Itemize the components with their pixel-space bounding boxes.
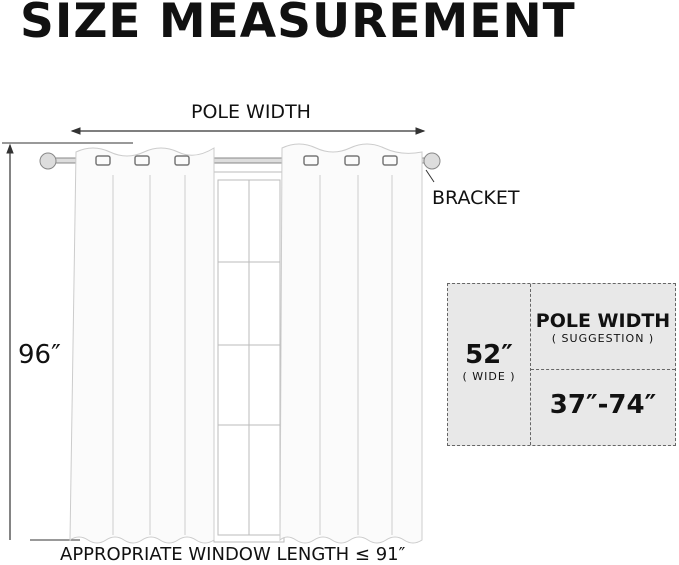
pole-width-arrow xyxy=(70,127,426,135)
pole-range: 37″-74″ xyxy=(549,390,657,420)
pole-cell: POLE WIDTH ( SUGGESTION ) xyxy=(531,284,675,370)
window-length-label: APPROPRIATE WINDOW LENGTH ≤ 91″ xyxy=(60,544,406,565)
bracket-pointer xyxy=(425,169,435,183)
window xyxy=(213,171,285,543)
curtain-panel-left xyxy=(69,147,215,544)
pole-title: POLE WIDTH xyxy=(535,310,671,332)
curtain-panel-right xyxy=(279,143,423,544)
grommets xyxy=(95,155,398,166)
curtain-rod xyxy=(39,152,441,170)
pole-note: ( SUGGESTION ) xyxy=(551,332,655,345)
page-title: SIZE MEASUREMENT xyxy=(20,0,576,49)
width-note: ( WIDE ) xyxy=(462,370,516,383)
height-label: 96″ xyxy=(18,340,61,370)
pole-width-label: POLE WIDTH xyxy=(191,101,311,123)
bracket-label: BRACKET xyxy=(432,187,520,209)
width-cell: 52″ ( WIDE ) xyxy=(448,284,531,445)
width-value: 52″ xyxy=(465,340,513,370)
size-box: 52″ ( WIDE ) POLE WIDTH ( SUGGESTION ) 3… xyxy=(447,283,676,446)
height-arrow xyxy=(2,142,133,541)
